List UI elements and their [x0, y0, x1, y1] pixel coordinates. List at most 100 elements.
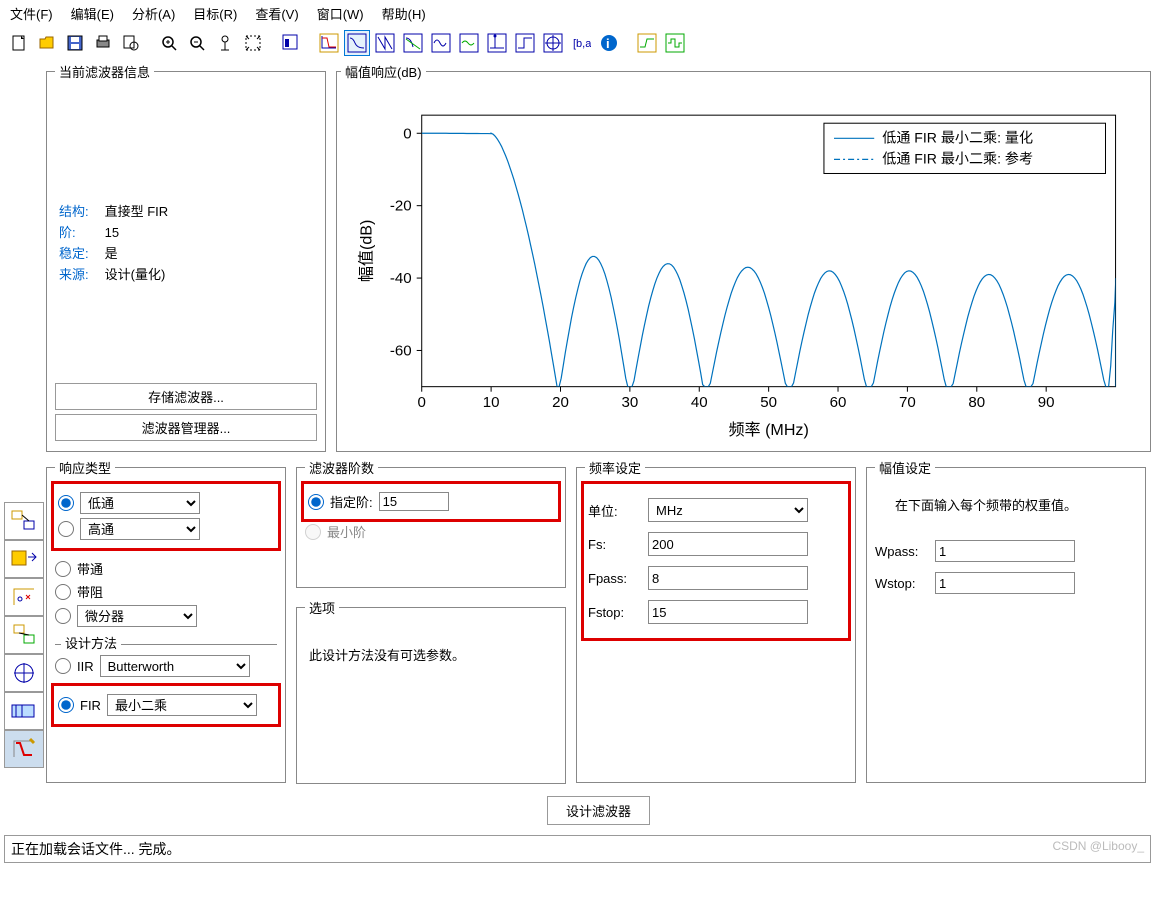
- spec-icon[interactable]: [316, 30, 342, 56]
- info-stable-value: 是: [105, 246, 118, 261]
- svg-text:[b,a]: [b,a]: [573, 38, 591, 50]
- input-order[interactable]: [379, 492, 449, 511]
- select-lowpass[interactable]: 低通: [80, 492, 200, 514]
- radio-highpass[interactable]: [58, 521, 74, 537]
- menu-file[interactable]: 文件(F): [10, 4, 53, 23]
- wstop-label: Wstop:: [875, 576, 935, 591]
- radio-min-order: [305, 524, 321, 540]
- svg-text:30: 30: [621, 394, 638, 411]
- magnitude-icon[interactable]: [344, 30, 370, 56]
- chart-title: 幅值响应(dB): [341, 62, 426, 81]
- radio-bandpass[interactable]: [55, 561, 71, 577]
- menu-edit[interactable]: 编辑(E): [71, 4, 114, 23]
- filter2-icon[interactable]: [662, 30, 688, 56]
- open-icon[interactable]: [34, 30, 60, 56]
- filter1-icon[interactable]: [634, 30, 660, 56]
- menu-target[interactable]: 目标(R): [193, 4, 237, 23]
- unit-label: 单位:: [588, 501, 648, 520]
- label-fir: FIR: [80, 698, 101, 713]
- info-order-value: 15: [105, 225, 119, 240]
- lt-realize-icon[interactable]: [4, 654, 44, 692]
- svg-text:i: i: [606, 36, 610, 51]
- lt-polezero-icon[interactable]: [4, 578, 44, 616]
- magnitude-chart: 01020304050607080900-20-40-60频率 (MHz)幅值(…: [341, 85, 1146, 447]
- filter-info-panel: 当前滤波器信息 结构: 直接型 FIR 阶: 15 稳定: 是 来源: 设计(量…: [46, 62, 326, 452]
- unit-select[interactable]: MHz: [648, 498, 808, 522]
- menu-analyze[interactable]: 分析(A): [132, 4, 175, 23]
- phase-icon[interactable]: [372, 30, 398, 56]
- lt-structure-icon[interactable]: [4, 502, 44, 540]
- svg-text:-60: -60: [390, 342, 412, 359]
- filter-order-panel: 滤波器阶数 指定阶: 最小阶: [296, 458, 566, 588]
- scale-icon[interactable]: [212, 30, 238, 56]
- info-stable-label: 稳定:: [59, 243, 101, 262]
- select-diff[interactable]: 微分器: [77, 605, 197, 627]
- select-highpass[interactable]: 高通: [80, 518, 200, 540]
- lt-quantize-icon[interactable]: [4, 616, 44, 654]
- zoomin-icon[interactable]: [156, 30, 182, 56]
- status-text: 正在加载会话文件... 完成。: [11, 839, 181, 859]
- radio-lowpass[interactable]: [58, 495, 74, 511]
- fullview-icon[interactable]: [240, 30, 266, 56]
- info-icon[interactable]: i: [596, 30, 622, 56]
- lt-design-icon[interactable]: [4, 730, 44, 768]
- status-bar: 正在加载会话文件... 完成。 CSDN @Libooy_: [4, 835, 1151, 863]
- left-toolbar: [4, 62, 46, 831]
- groupdelay-icon[interactable]: [428, 30, 454, 56]
- wpass-label: Wpass:: [875, 544, 935, 559]
- svg-text:80: 80: [968, 394, 985, 411]
- frequency-title: 频率设定: [585, 458, 645, 477]
- zoomout-icon[interactable]: [184, 30, 210, 56]
- filter-info-title: 当前滤波器信息: [55, 62, 154, 81]
- filter-manager-button[interactable]: 滤波器管理器...: [55, 414, 317, 441]
- design-method-title: 设计方法: [61, 636, 121, 651]
- svg-text:0: 0: [418, 394, 426, 411]
- svg-text:幅值(dB): 幅值(dB): [357, 220, 375, 283]
- fpass-input[interactable]: [648, 566, 808, 590]
- radio-spec-order[interactable]: [308, 494, 324, 510]
- polezero-icon[interactable]: [540, 30, 566, 56]
- frequency-panel: 频率设定 单位:MHz Fs: Fpass: Fstop:: [576, 458, 856, 783]
- menu-window[interactable]: 窗口(W): [317, 4, 364, 23]
- svg-text:90: 90: [1038, 394, 1055, 411]
- svg-text:频率 (MHz): 频率 (MHz): [728, 421, 808, 439]
- fpass-label: Fpass:: [588, 571, 648, 586]
- info-order-label: 阶:: [59, 222, 101, 241]
- svg-text:70: 70: [899, 394, 916, 411]
- phasedelay-icon[interactable]: [456, 30, 482, 56]
- svg-text:-40: -40: [390, 270, 412, 287]
- save-filter-button[interactable]: 存储滤波器...: [55, 383, 317, 410]
- wstop-input[interactable]: [935, 572, 1075, 594]
- magnitude-panel: 幅值设定 在下面输入每个频带的权重值。 Wpass: Wstop:: [866, 458, 1146, 783]
- select-iir[interactable]: Butterworth: [100, 655, 250, 677]
- new-icon[interactable]: [6, 30, 32, 56]
- radio-iir[interactable]: [55, 658, 71, 674]
- label-spec-order: 指定阶:: [330, 492, 373, 511]
- fs-input[interactable]: [648, 532, 808, 556]
- wpass-input[interactable]: [935, 540, 1075, 562]
- menu-help[interactable]: 帮助(H): [382, 4, 426, 23]
- save-icon[interactable]: [62, 30, 88, 56]
- svg-text:0: 0: [403, 125, 411, 142]
- radio-bandstop[interactable]: [55, 584, 71, 600]
- step-icon[interactable]: [512, 30, 538, 56]
- impulse-icon[interactable]: [484, 30, 510, 56]
- magphase-icon[interactable]: [400, 30, 426, 56]
- lt-multirate-icon[interactable]: [4, 692, 44, 730]
- info-source-value: 设计(量化): [105, 267, 166, 282]
- svg-text:40: 40: [691, 394, 708, 411]
- menu-view[interactable]: 查看(V): [255, 4, 298, 23]
- select-fir[interactable]: 最小二乘: [107, 694, 257, 716]
- window-icon[interactable]: [278, 30, 304, 56]
- fstop-input[interactable]: [648, 600, 808, 624]
- svg-text:50: 50: [760, 394, 777, 411]
- lt-import-icon[interactable]: [4, 540, 44, 578]
- radio-fir[interactable]: [58, 697, 74, 713]
- preview-icon[interactable]: [118, 30, 144, 56]
- coeff-icon[interactable]: [b,a]: [568, 30, 594, 56]
- design-filter-button[interactable]: 设计滤波器: [547, 796, 650, 825]
- radio-diff[interactable]: [55, 608, 71, 624]
- menu-bar: 文件(F) 编辑(E) 分析(A) 目标(R) 查看(V) 窗口(W) 帮助(H…: [0, 0, 1155, 28]
- print-icon[interactable]: [90, 30, 116, 56]
- svg-text:低通 FIR 最小二乘: 量化: 低通 FIR 最小二乘: 量化: [882, 129, 1033, 145]
